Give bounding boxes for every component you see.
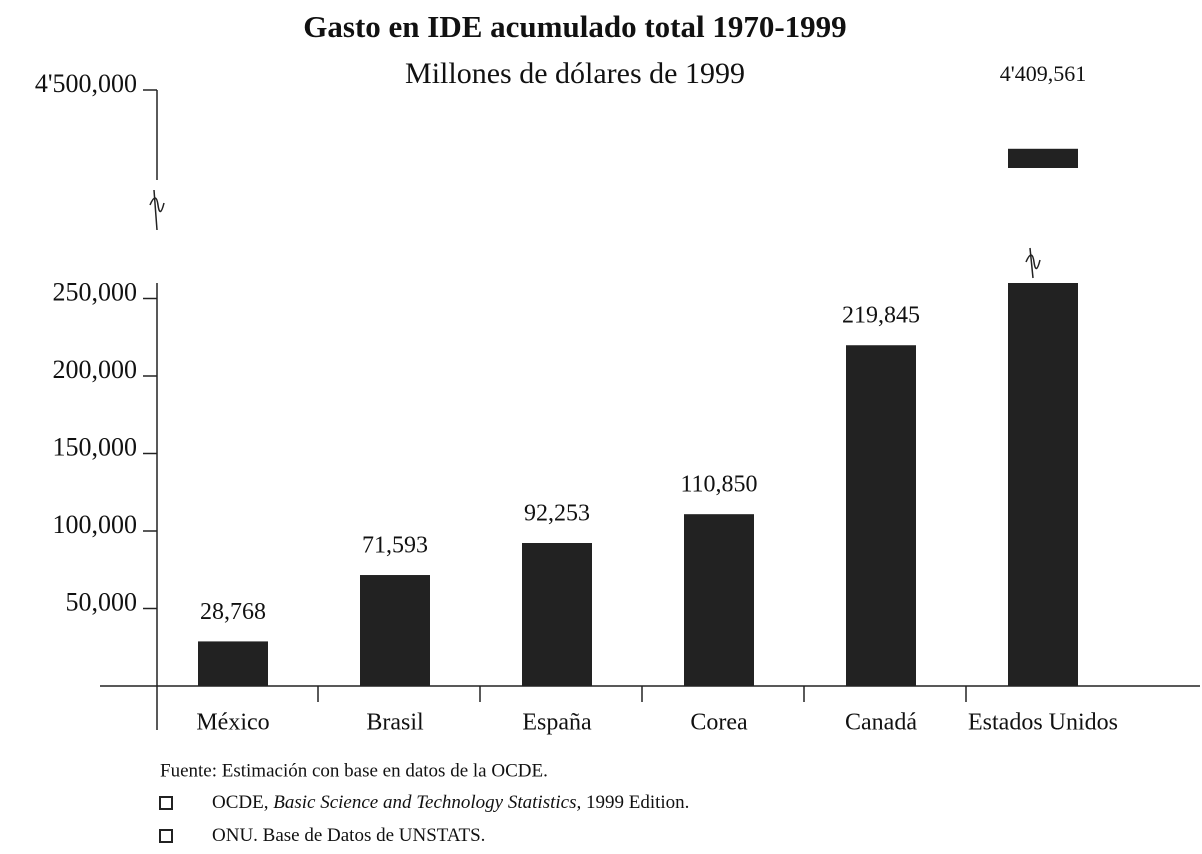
value-label: 4'409,561 [1000, 61, 1086, 86]
reference: ONU. Base de Datos de UNSTATS. [212, 825, 485, 846]
reference-part: OCDE, [212, 792, 273, 813]
bar [360, 575, 430, 686]
x-tick-label: Canadá [845, 710, 917, 736]
bar [1008, 283, 1078, 686]
source-note: Fuente: Estimación con base en datos de … [160, 760, 548, 781]
value-label: 110,850 [680, 472, 757, 498]
reference-part: 1999 Edition. [581, 792, 689, 813]
x-tick-label: Corea [690, 710, 748, 736]
bar [684, 514, 754, 686]
reference-part: Basic Science and Technology Statistics, [273, 792, 581, 813]
x-tick-label: Brasil [366, 710, 424, 736]
x-tick-label: España [522, 710, 592, 736]
reference: OCDE, Basic Science and Technology Stati… [212, 792, 689, 813]
reference-part: ONU. Base de Datos de UNSTATS. [212, 825, 485, 846]
bar [198, 641, 268, 686]
y-tick-label: 200,000 [53, 355, 138, 384]
value-label: 219,845 [842, 303, 920, 329]
bar-break [1025, 247, 1041, 279]
value-label: 28,768 [200, 599, 266, 625]
y-tick-label: 100,000 [53, 510, 138, 539]
y-tick-label: 50,000 [66, 587, 138, 616]
axis-break [149, 189, 165, 231]
y-tick-label: 250,000 [53, 277, 138, 306]
bar [846, 345, 916, 686]
bullet [159, 829, 173, 843]
x-tick-label: México [196, 710, 269, 736]
bar-upper [1008, 148, 1078, 168]
bullet [159, 796, 173, 810]
bar [522, 543, 592, 686]
y-tick-label: 4'500,000 [35, 69, 137, 98]
chart-title: Gasto en IDE acumulado total 1970-1999 [303, 9, 846, 44]
y-tick-label: 150,000 [53, 432, 138, 461]
chart-subtitle: Millones de dólares de 1999 [405, 57, 745, 90]
value-label: 71,593 [362, 533, 428, 559]
x-tick-label: Estados Unidos [968, 710, 1118, 736]
value-label: 92,253 [524, 501, 590, 527]
